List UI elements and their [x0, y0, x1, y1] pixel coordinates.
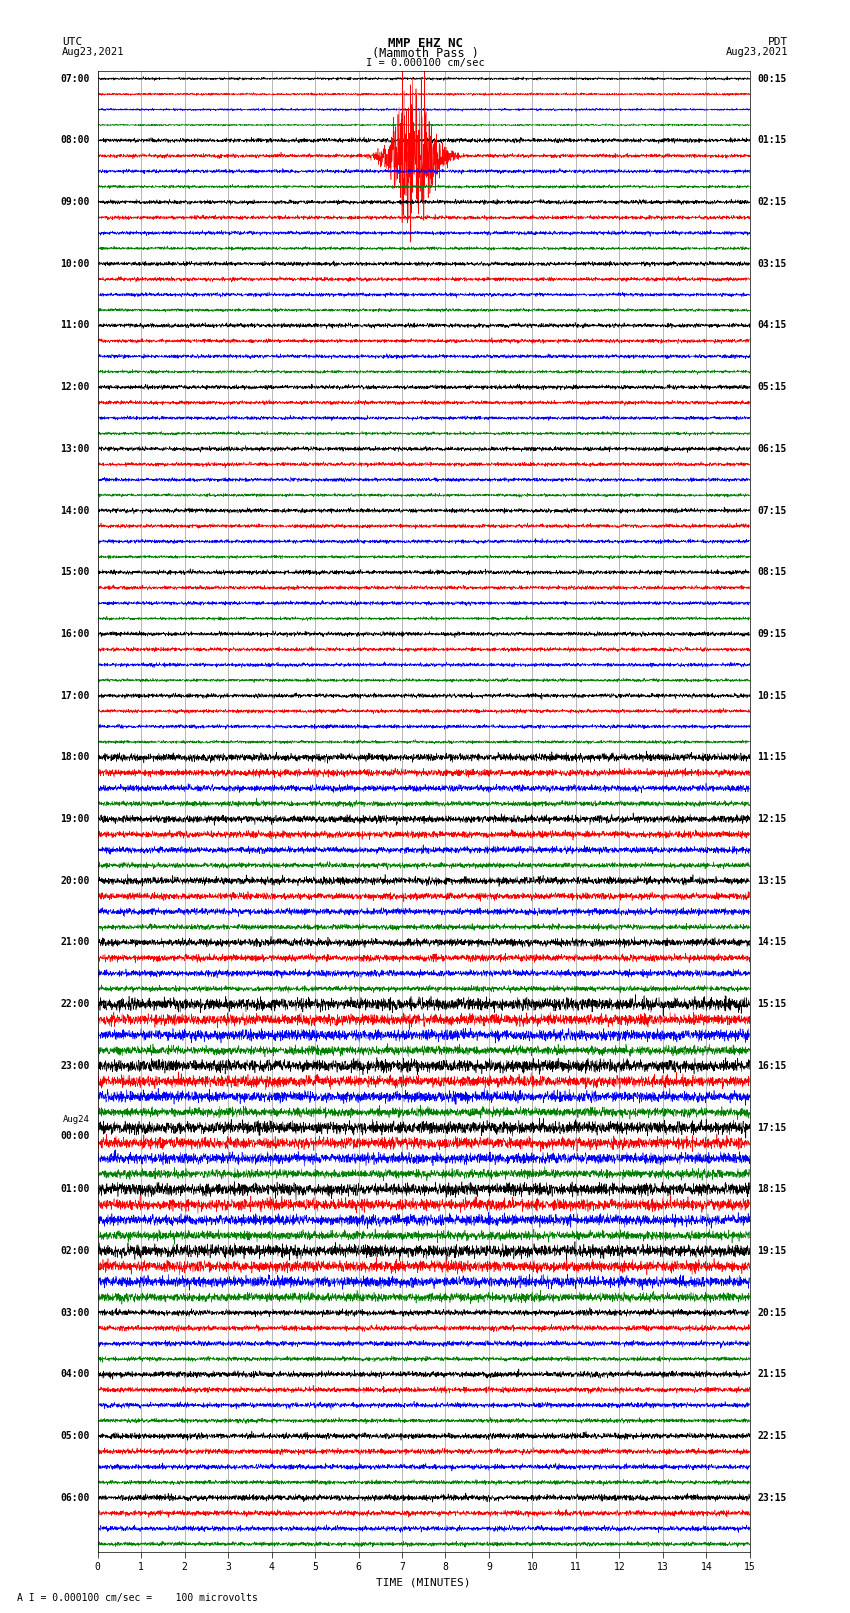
- Text: MMP EHZ NC: MMP EHZ NC: [388, 37, 462, 50]
- Text: 00:15: 00:15: [757, 74, 787, 84]
- Text: 15:00: 15:00: [60, 568, 90, 577]
- Text: 03:00: 03:00: [60, 1308, 90, 1318]
- Text: Aug23,2021: Aug23,2021: [62, 47, 125, 56]
- Text: 11:15: 11:15: [757, 752, 787, 763]
- Text: 12:00: 12:00: [60, 382, 90, 392]
- Text: 10:15: 10:15: [757, 690, 787, 700]
- Text: PDT: PDT: [768, 37, 788, 47]
- Text: 10:00: 10:00: [60, 258, 90, 269]
- Text: 00:00: 00:00: [60, 1131, 90, 1140]
- Text: 12:15: 12:15: [757, 815, 787, 824]
- Text: 04:00: 04:00: [60, 1369, 90, 1379]
- Text: 21:00: 21:00: [60, 937, 90, 947]
- Text: 20:15: 20:15: [757, 1308, 787, 1318]
- Text: 08:15: 08:15: [757, 568, 787, 577]
- Text: 04:15: 04:15: [757, 321, 787, 331]
- Text: 06:00: 06:00: [60, 1492, 90, 1503]
- Text: 01:00: 01:00: [60, 1184, 90, 1194]
- Text: 13:00: 13:00: [60, 444, 90, 453]
- Text: 08:00: 08:00: [60, 135, 90, 145]
- X-axis label: TIME (MINUTES): TIME (MINUTES): [377, 1578, 471, 1587]
- Text: 16:15: 16:15: [757, 1061, 787, 1071]
- Text: 18:00: 18:00: [60, 752, 90, 763]
- Text: I = 0.000100 cm/sec: I = 0.000100 cm/sec: [366, 58, 484, 68]
- Text: UTC: UTC: [62, 37, 82, 47]
- Text: 15:15: 15:15: [757, 998, 787, 1010]
- Text: 07:15: 07:15: [757, 505, 787, 516]
- Text: 18:15: 18:15: [757, 1184, 787, 1194]
- Text: 17:00: 17:00: [60, 690, 90, 700]
- Text: 16:00: 16:00: [60, 629, 90, 639]
- Text: 09:15: 09:15: [757, 629, 787, 639]
- Text: 03:15: 03:15: [757, 258, 787, 269]
- Text: 14:15: 14:15: [757, 937, 787, 947]
- Text: 14:00: 14:00: [60, 505, 90, 516]
- Text: 19:00: 19:00: [60, 815, 90, 824]
- Text: (Mammoth Pass ): (Mammoth Pass ): [371, 47, 479, 60]
- Text: 05:00: 05:00: [60, 1431, 90, 1440]
- Text: 23:00: 23:00: [60, 1061, 90, 1071]
- Text: 13:15: 13:15: [757, 876, 787, 886]
- Text: 07:00: 07:00: [60, 74, 90, 84]
- Text: 01:15: 01:15: [757, 135, 787, 145]
- Text: Aug23,2021: Aug23,2021: [725, 47, 788, 56]
- Text: 09:00: 09:00: [60, 197, 90, 206]
- Text: 20:00: 20:00: [60, 876, 90, 886]
- Text: A I = 0.000100 cm/sec =    100 microvolts: A I = 0.000100 cm/sec = 100 microvolts: [17, 1594, 258, 1603]
- Text: 02:00: 02:00: [60, 1245, 90, 1257]
- Text: 06:15: 06:15: [757, 444, 787, 453]
- Text: Aug24: Aug24: [63, 1115, 90, 1124]
- Text: 17:15: 17:15: [757, 1123, 787, 1132]
- Text: 02:15: 02:15: [757, 197, 787, 206]
- Text: 05:15: 05:15: [757, 382, 787, 392]
- Text: 23:15: 23:15: [757, 1492, 787, 1503]
- Text: 22:00: 22:00: [60, 998, 90, 1010]
- Text: 21:15: 21:15: [757, 1369, 787, 1379]
- Text: 22:15: 22:15: [757, 1431, 787, 1440]
- Text: 11:00: 11:00: [60, 321, 90, 331]
- Text: 19:15: 19:15: [757, 1245, 787, 1257]
